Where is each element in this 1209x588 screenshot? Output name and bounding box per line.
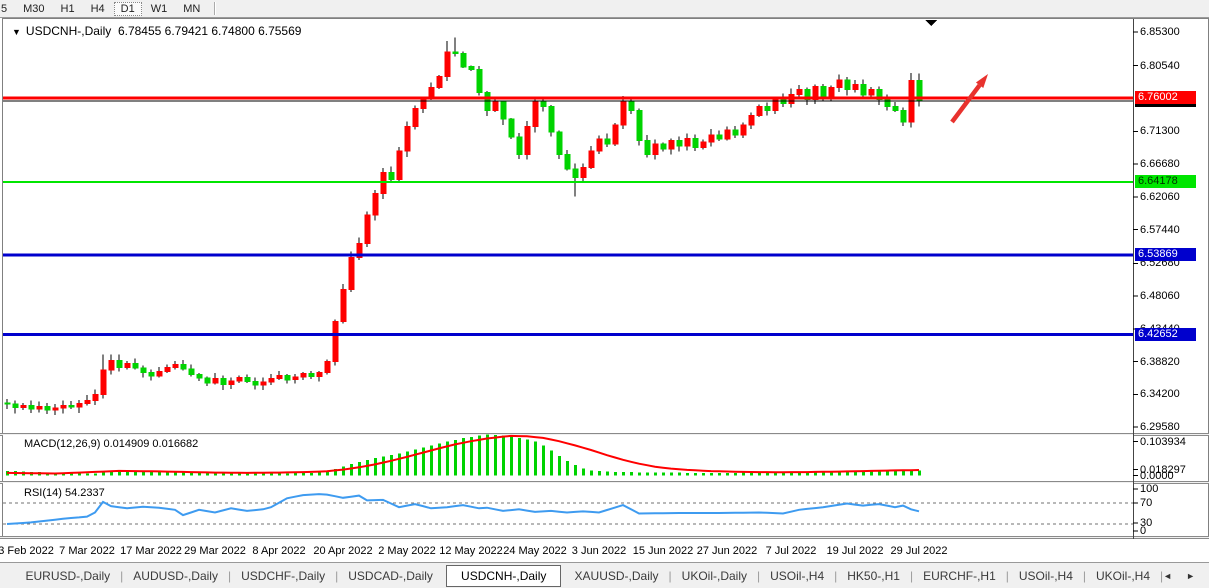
chart-tab-bar: EURUSD-,Daily | AUDUSD-,Daily | USDCHF-,Dail…	[0, 562, 1209, 588]
price-axis-label: 6.48060	[1140, 290, 1180, 302]
date-axis-label: 17 Mar 2022	[120, 545, 182, 557]
date-axis-label: 19 Jul 2022	[826, 545, 884, 557]
timeframe-button-5[interactable]: 5	[1, 2, 8, 15]
symbol-timeframe-label: USDCNH-,Daily	[25, 24, 112, 38]
trend-arrow[interactable]	[950, 74, 988, 124]
chart-tab-audusddaily[interactable]: AUDUSD-,Daily	[133, 569, 218, 583]
timeframe-button-m30[interactable]: M30	[23, 2, 45, 15]
symbol-dropdown-icon[interactable]: ▼	[12, 27, 21, 37]
chart-tab-usdcaddaily[interactable]: USDCAD-,Daily	[348, 569, 433, 583]
price-axis-label: 6.57440	[1140, 224, 1180, 236]
tab-separator: |	[1160, 569, 1164, 583]
date-axis-label: 29 Mar 2022	[184, 545, 246, 557]
rsi-axis-label: 70	[1140, 497, 1153, 509]
tab-separator: |	[335, 569, 339, 583]
date-axis-label: 27 Jun 2022	[696, 545, 758, 557]
green-support-badge: 6.64178	[1135, 175, 1196, 188]
date-axis-label: 23 Feb 2022	[0, 545, 54, 557]
date-axis-label: 15 Jun 2022	[632, 545, 694, 557]
chart-tab-ukoilh4[interactable]: UKOil-,H4	[1096, 569, 1151, 583]
timeframe-button-h1[interactable]: H1	[60, 2, 75, 15]
rsi-axis-label: 100	[1140, 483, 1159, 495]
blue-support-badge-2: 6.42652	[1135, 328, 1196, 341]
macd-axis-label: 0.0000	[1140, 470, 1174, 482]
rsi-axis-label: 0	[1140, 525, 1147, 537]
macd-indicator-label: MACD(12,26,9) 0.014909 0.016682	[24, 438, 199, 450]
macd-axis-label: 0.018297	[1140, 464, 1186, 476]
tab-separator: |	[120, 569, 124, 583]
rsi-indicator-label: RSI(14) 54.2337	[24, 487, 105, 499]
rsi-axis-label: 30	[1140, 517, 1153, 529]
tab-separator: |	[834, 569, 838, 583]
chart-tab-ukoildaily[interactable]: UKOil-,Daily	[681, 569, 747, 583]
tab-separator: |	[1082, 569, 1087, 583]
resistance-level-badge: 6.76002	[1135, 91, 1196, 104]
date-axis-label: 2 May 2022	[378, 545, 436, 557]
macd-axis-label: 0.103934	[1140, 436, 1186, 448]
price-axis-label: 6.66680	[1140, 158, 1180, 170]
timeframe-toolbar: 5 M30 H1 H4 D1 W1 MN	[0, 0, 1209, 18]
tab-scroll-right-icon[interactable]: ►	[1186, 571, 1195, 581]
chart-shift-marker-icon[interactable]	[925, 20, 937, 26]
date-axis-label: 20 Apr 2022	[313, 545, 373, 557]
toolbar-separator	[214, 2, 216, 15]
tab-scroll-left-icon[interactable]: ◄	[1163, 571, 1173, 581]
chart-tab-usoilh4[interactable]: USOil-,H4	[770, 569, 825, 583]
timeframe-button-h4[interactable]: H4	[90, 2, 105, 15]
date-axis-label: 3 Jun 2022	[571, 545, 627, 557]
date-axis-label: 29 Jul 2022	[890, 545, 948, 557]
chart-tab-eurusddaily[interactable]: EURUSD-,Daily	[25, 569, 111, 583]
chart-tab-xauusddaily[interactable]: XAUUSD-,Daily	[574, 569, 659, 583]
date-axis-label: 7 Jul 2022	[765, 545, 817, 557]
date-axis-label: 24 May 2022	[503, 545, 567, 557]
chart-title: ▼ USDCNH-,Daily 6.78455 6.79421 6.74800 6…	[12, 24, 301, 38]
chart-tab-hk50h1[interactable]: HK50-,H1	[847, 569, 900, 583]
chart-tab-usdchfdaily[interactable]: USDCHF-,Daily	[241, 569, 326, 583]
timeframe-button-d1[interactable]: D1	[113, 1, 142, 16]
timeframe-button-w1[interactable]: W1	[150, 2, 168, 15]
chart-tab-usoilh4[interactable]: USOil-,H4	[1018, 569, 1073, 583]
chart-tab-eurchfh1[interactable]: EURCHF-,H1	[923, 569, 996, 583]
rsi-line	[6, 493, 920, 525]
price-axis-label: 6.38820	[1140, 356, 1180, 368]
tab-separator: |	[668, 569, 672, 583]
date-axis-label: 8 Apr 2022	[252, 545, 306, 557]
price-axis-label: 6.85300	[1140, 26, 1180, 38]
ohlc-values: 6.78455 6.79421 6.74800 6.75569	[117, 24, 302, 38]
pane-splitter-bottom	[0, 536, 1209, 539]
timeframe-button-mn[interactable]: MN	[183, 2, 201, 15]
tab-separator: |	[909, 569, 914, 583]
date-axis-label: 12 May 2022	[439, 545, 503, 557]
price-axis-label: 6.62060	[1140, 191, 1180, 203]
macd-signal-line	[6, 434, 920, 475]
tab-separator: |	[1005, 569, 1009, 583]
axis-border	[1133, 19, 1134, 539]
date-axis-label: 7 Mar 2022	[59, 545, 115, 557]
price-axis-label: 6.80540	[1140, 60, 1180, 72]
price-axis-label: 6.34200	[1140, 388, 1180, 400]
chart-tab-usdcnhdaily[interactable]: USDCNH-,Daily	[446, 565, 562, 587]
blue-support-badge-1: 6.53869	[1135, 248, 1196, 261]
price-axis-label: 6.71300	[1140, 125, 1180, 137]
tab-separator: |	[227, 569, 232, 583]
price-axis-label: 6.29580	[1140, 421, 1180, 433]
tab-separator: |	[757, 569, 761, 583]
